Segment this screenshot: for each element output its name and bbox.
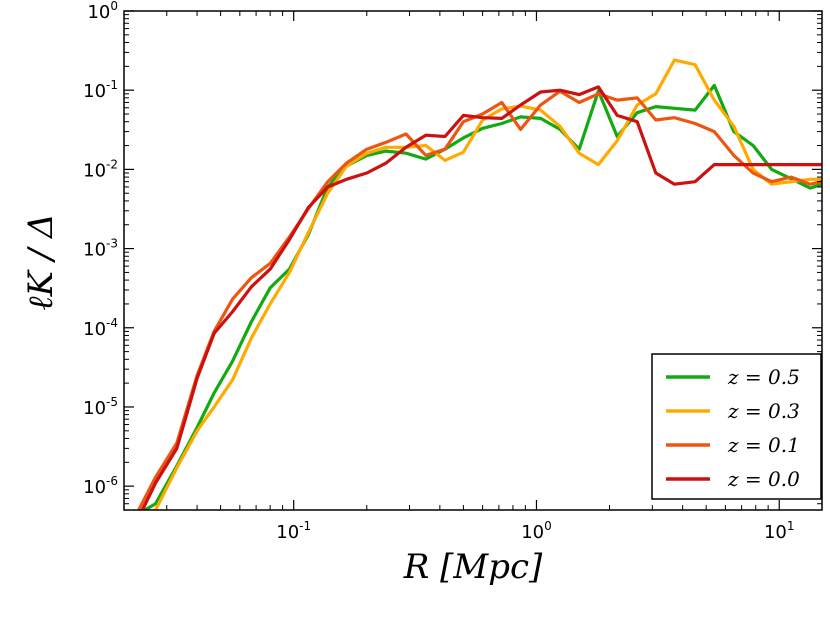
series-line-z-0-3 xyxy=(151,58,822,510)
legend-label: z = 0.1 xyxy=(727,433,800,457)
legend: z = 0.5 z = 0.3 z = 0.1 z = 0.0 xyxy=(651,353,822,500)
series-line-z-0-5 xyxy=(141,83,822,510)
y-tick-label: 10-6 xyxy=(83,474,118,498)
y-tick-label: 10-3 xyxy=(83,237,118,261)
legend-label: z = 0.0 xyxy=(727,467,800,491)
x-tick-label: 100 xyxy=(521,519,552,543)
series-layer xyxy=(137,58,822,510)
x-tick-label: 10-1 xyxy=(276,519,311,543)
y-tick-label: 10-2 xyxy=(83,157,118,181)
y-tick-label: 10-4 xyxy=(83,316,118,340)
ticks-layer: 10-1 100 101 100 10-1 10-2 10-3 10-4 10-5 10-6 xyxy=(83,0,822,543)
y-tick-label: 100 xyxy=(87,0,118,23)
y-tick-label: 10-1 xyxy=(83,78,118,102)
x-axis-label: R [Mpc] xyxy=(403,547,543,587)
x-tick-label: 101 xyxy=(764,519,795,543)
legend-label: z = 0.5 xyxy=(727,365,800,389)
series-line-z-0-1 xyxy=(137,89,822,510)
series-line-z-0-0 xyxy=(140,85,822,510)
y-axis-label: ℓK / Δ xyxy=(21,213,61,310)
legend-label: z = 0.3 xyxy=(727,399,800,423)
y-tick-label: 10-5 xyxy=(83,395,118,419)
